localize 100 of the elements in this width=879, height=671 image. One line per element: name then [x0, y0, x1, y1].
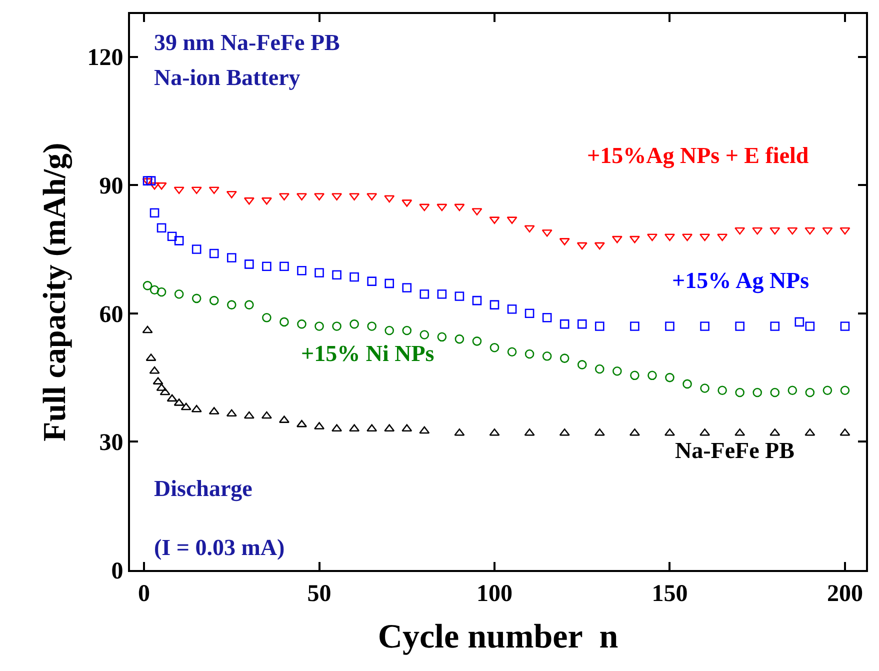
point: [542, 313, 552, 322]
point: [454, 292, 464, 301]
point: [840, 322, 850, 331]
y-axis-title: Full capacity (mAh/g): [36, 142, 73, 442]
point: [297, 319, 306, 329]
point: [192, 294, 202, 304]
point: [332, 270, 342, 280]
point: [350, 272, 359, 282]
point: [524, 349, 534, 359]
x-tick-label: 100: [476, 580, 512, 607]
point: [560, 354, 570, 363]
point: [629, 428, 640, 436]
point: [489, 428, 500, 436]
point: [507, 347, 517, 357]
point: [490, 300, 500, 310]
point: [665, 322, 674, 331]
point: [174, 289, 184, 299]
text: 39 nm Na-FeFe PB: [154, 30, 340, 55]
point: [384, 195, 395, 203]
point: [594, 242, 605, 250]
point: [700, 428, 710, 436]
point: [454, 334, 464, 344]
x-tick-label: 50: [307, 580, 332, 607]
point: [665, 372, 674, 382]
point: [180, 402, 192, 410]
point: [437, 332, 447, 342]
point: [191, 404, 202, 412]
point: [332, 424, 342, 432]
point: [262, 313, 272, 322]
point: [472, 336, 482, 346]
point: [630, 370, 640, 380]
point: [524, 428, 535, 436]
x-tick-label: 0: [138, 580, 150, 607]
point: [367, 322, 376, 331]
point: [840, 428, 850, 436]
point: [261, 197, 272, 205]
point: [244, 197, 254, 205]
point: [420, 289, 430, 299]
point: [735, 322, 744, 331]
point: [402, 283, 412, 292]
annotation: (I = 0.03 mA): [154, 535, 285, 560]
point: [262, 262, 272, 271]
text: +15%Ag NPs + E field: [587, 143, 809, 169]
point: [419, 204, 430, 212]
point: [840, 227, 850, 235]
point: [454, 204, 465, 212]
point: [156, 182, 167, 190]
point: [822, 227, 833, 235]
point: [332, 322, 342, 331]
point: [297, 266, 306, 276]
point: [752, 227, 763, 235]
point: [384, 326, 394, 336]
y-tick-label: 0: [111, 558, 124, 584]
point: [770, 428, 780, 436]
point: [664, 428, 675, 436]
point: [770, 227, 780, 235]
point: [630, 322, 640, 331]
point: [244, 300, 254, 310]
point: [366, 424, 378, 432]
point: [209, 296, 219, 306]
point: [226, 409, 237, 417]
point: [209, 248, 219, 258]
point: [150, 285, 160, 295]
point: [646, 234, 658, 242]
point: [594, 428, 605, 436]
point: [648, 370, 657, 380]
point: [314, 268, 324, 278]
point: [160, 388, 170, 396]
point: [822, 386, 832, 396]
point: [314, 322, 324, 331]
point: [150, 208, 160, 218]
point: [384, 278, 394, 288]
point: [804, 428, 816, 436]
annotation: Discharge: [154, 476, 252, 502]
point: [840, 386, 850, 396]
point: [770, 388, 780, 398]
point: [296, 420, 307, 428]
y-tick-label: 90: [99, 173, 124, 200]
point: [594, 322, 604, 331]
point: [788, 386, 798, 396]
point: [560, 319, 570, 329]
series-label: +15% Ag NPs: [672, 268, 810, 294]
point: [794, 317, 804, 327]
point: [507, 304, 517, 314]
point: [734, 227, 746, 235]
point: [664, 234, 675, 242]
point: [718, 386, 727, 396]
point: [577, 360, 587, 370]
point: [146, 176, 156, 186]
point: [402, 424, 412, 432]
point: [576, 242, 588, 250]
point: [350, 319, 359, 329]
point: [612, 366, 622, 376]
point: [226, 190, 237, 198]
point: [472, 296, 482, 306]
point: [174, 236, 184, 246]
point: [384, 424, 395, 432]
point: [402, 326, 412, 336]
point: [436, 204, 448, 212]
x-axis-title: Cycle number n: [378, 618, 618, 656]
